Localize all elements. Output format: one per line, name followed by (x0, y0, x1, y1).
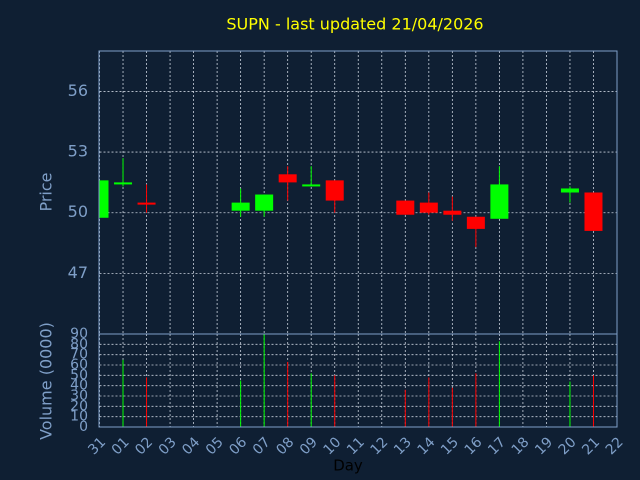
x-tick-label: 21 (579, 434, 603, 458)
price-marks (99, 158, 603, 248)
volume-tick-label: 90 (70, 326, 88, 342)
candle-body (584, 192, 603, 231)
candle-body (490, 184, 509, 219)
x-tick-label: 13 (391, 434, 415, 458)
volume-axis-label: Volume (0000) (37, 322, 56, 440)
candle-body (302, 184, 321, 187)
volume-tick-label: 10 (70, 409, 88, 425)
volume-tick-label: 40 (70, 378, 88, 394)
volume-frame (98, 333, 618, 428)
y-tick-label: 50 (68, 202, 88, 221)
volume-marks (122, 334, 594, 427)
chart-title: SUPN - last updated 21/04/2026 (226, 15, 483, 34)
candle-body (137, 202, 156, 205)
candle-body (231, 202, 250, 211)
volume-tick-label: 70 (70, 347, 88, 363)
candle-body (278, 174, 297, 183)
y-tick-label: 53 (68, 142, 88, 161)
y-axis-label: Price (37, 172, 56, 211)
candle-body (466, 216, 485, 229)
x-tick-label: 12 (368, 434, 392, 458)
volume-tick-label: 30 (70, 388, 88, 404)
volume-tick-label: 80 (70, 336, 88, 352)
x-tick-label: 10 (320, 434, 344, 458)
grid (99, 51, 618, 428)
candle-body (99, 180, 109, 218)
x-tick-label: 11 (344, 434, 368, 458)
x-tick-label: 31 (85, 434, 109, 458)
volume-tick-label: 20 (70, 398, 88, 414)
volume-tick-label: 0 (79, 419, 88, 435)
x-tick-label: 07 (250, 434, 274, 458)
candle-body (396, 200, 415, 215)
x-tick-label: 03 (156, 434, 180, 458)
x-tick-label: 02 (132, 434, 156, 458)
x-tick-label: 15 (438, 434, 462, 458)
x-tick-label: 04 (179, 434, 203, 458)
x-tick-label: 01 (109, 434, 133, 458)
x-tick-label: 14 (415, 434, 439, 458)
x-tick-label: 08 (273, 434, 297, 458)
x-tick-label: 20 (556, 434, 580, 458)
candle-body (255, 194, 274, 211)
y-tick-label: 47 (68, 263, 88, 282)
x-tick-label: 09 (297, 434, 321, 458)
y-tick-label: 56 (68, 81, 88, 100)
x-tick-label: 17 (485, 434, 509, 458)
x-axis-label: Day (333, 457, 363, 475)
x-tick-label: 16 (462, 434, 486, 458)
candle-body (325, 180, 344, 201)
x-tick-label: 19 (532, 434, 556, 458)
candle-body (560, 188, 579, 193)
x-tick-label: 18 (509, 434, 533, 458)
x-tick-label: 06 (226, 434, 250, 458)
candle-body (114, 182, 133, 185)
volume-tick-label: 60 (70, 357, 88, 373)
x-tick-label: 22 (603, 434, 627, 458)
x-tick-label: 05 (203, 434, 227, 458)
volume-tick-label: 50 (70, 367, 88, 383)
candle-body (419, 202, 438, 213)
candle-body (443, 210, 462, 215)
